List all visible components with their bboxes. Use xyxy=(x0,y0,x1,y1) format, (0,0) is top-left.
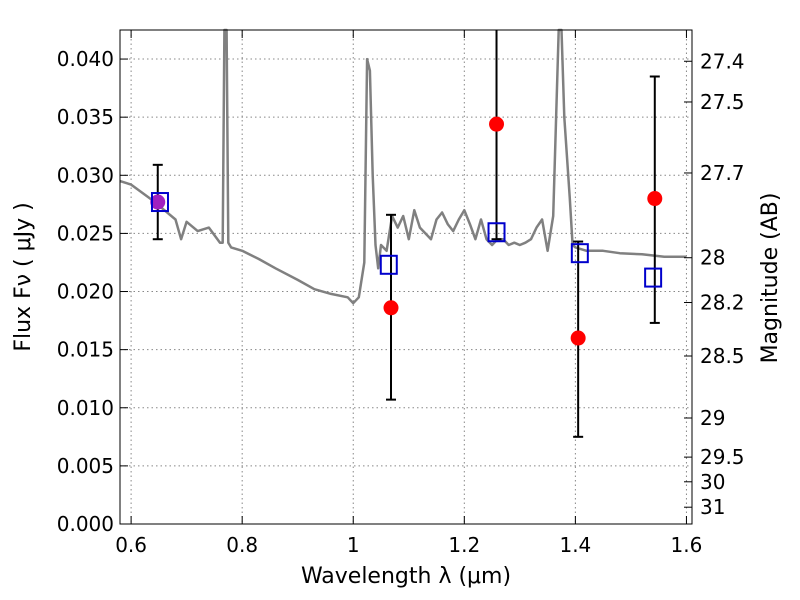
y2-tick-label: 29 xyxy=(700,406,725,430)
y-tick-label: 0.015 xyxy=(57,338,114,362)
observed-point xyxy=(647,191,663,207)
y2-tick-label: 27.7 xyxy=(700,161,745,185)
y2-tick-label: 27.5 xyxy=(700,90,745,114)
model-point xyxy=(150,192,169,213)
y-tick-label: 0.010 xyxy=(57,396,114,420)
observed-points xyxy=(150,116,663,346)
y-tick-label: 0.020 xyxy=(57,280,114,304)
x-tick-label: 0.8 xyxy=(226,533,258,557)
x-tick-label: 0.6 xyxy=(115,533,147,557)
y-tick-label: 0.000 xyxy=(57,512,114,536)
observed-point xyxy=(150,194,166,210)
y2-tick-label: 31 xyxy=(700,495,725,519)
x-tick-label: 1.4 xyxy=(559,533,591,557)
model-points xyxy=(150,192,663,288)
y-tick-label: 0.035 xyxy=(57,105,114,129)
model-point xyxy=(379,254,398,275)
y-tick-label: 0.040 xyxy=(57,47,114,71)
plot-frame xyxy=(119,29,693,525)
x-tick-label: 1 xyxy=(347,533,360,557)
y-tick-label: 0.005 xyxy=(57,454,114,478)
y-tick-label: 0.025 xyxy=(57,221,114,245)
y2-tick-label: 28.2 xyxy=(700,291,745,315)
y2-tick-label: 30 xyxy=(700,470,725,494)
x-tick-label: 1.2 xyxy=(448,533,480,557)
observed-point xyxy=(570,330,586,346)
y-axis-ticks: 0.000 0.005 0.010 0.015 0.020 0.025 0.030 0.035… xyxy=(57,47,128,536)
model-point xyxy=(487,222,506,243)
y2-tick-label: 27.4 xyxy=(700,49,745,73)
model-point xyxy=(644,267,663,288)
observed-point xyxy=(489,116,505,132)
y2-tick-label: 28 xyxy=(700,246,725,270)
spectrum-layer xyxy=(119,28,687,305)
y2-tick-label: 28.5 xyxy=(700,344,745,368)
model-point xyxy=(570,243,589,264)
x-axis-ticks: 0.6 0.8 1 1.2 1.4 1.6 xyxy=(115,30,702,557)
x-axis-label: Wavelength λ (μm) xyxy=(301,564,511,589)
model-spectrum-line xyxy=(119,28,687,305)
grid xyxy=(120,30,692,525)
y-tick-label: 0.030 xyxy=(57,163,114,187)
x-tick-label: 1.6 xyxy=(671,533,703,557)
y-axis-label: Flux Fν ( μJy ) xyxy=(11,202,36,351)
y2-tick-label: 29.5 xyxy=(700,445,745,469)
observed-point xyxy=(383,300,399,316)
y2-axis-label: Magnitude (AB) xyxy=(758,193,783,364)
